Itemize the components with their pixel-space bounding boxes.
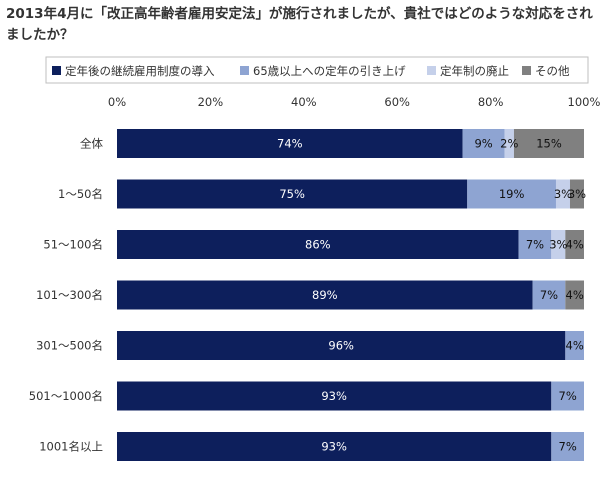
legend-items: 定年後の継続雇用制度の導入 65歳以上への定年の引き上げ 定年制の廃止 その他 — [52, 64, 570, 78]
value-label: 19% — [499, 187, 525, 201]
bars — [117, 129, 584, 461]
value-label: 15% — [536, 137, 562, 151]
value-label: 3% — [554, 187, 572, 201]
value-label: 4% — [566, 288, 584, 302]
x-tick-label: 100% — [568, 95, 601, 109]
x-axis-ticks: 0% 20% 40% 60% 80% 100% — [108, 95, 601, 109]
value-label: 89% — [312, 288, 338, 302]
legend — [45, 56, 589, 84]
value-label: 7% — [526, 238, 544, 252]
value-label: 86% — [305, 238, 331, 252]
legend-label-3: その他 — [535, 64, 570, 78]
x-tick-label: 40% — [291, 95, 317, 109]
value-label: 7% — [559, 440, 577, 454]
legend-swatch-2 — [427, 66, 436, 75]
bar-segment — [555, 179, 570, 209]
bar-segment — [551, 230, 566, 259]
category-labels: 全体 1～50名 51～100名 101～300名 301～500名 501～1000名 1… — [29, 137, 104, 454]
value-label: 74% — [277, 137, 303, 151]
bar-segment — [565, 331, 584, 360]
value-label: 75% — [279, 187, 305, 201]
bar-segment — [569, 179, 584, 209]
value-label: 4% — [566, 238, 584, 252]
x-tick-label: 80% — [478, 95, 504, 109]
value-label: 96% — [328, 339, 354, 353]
legend-swatch-1 — [240, 66, 249, 75]
category-label: 1～50名 — [58, 187, 103, 201]
value-label: 3% — [549, 238, 567, 252]
bar-segment — [117, 280, 533, 310]
x-tick-label: 0% — [108, 95, 126, 109]
legend-swatch-3 — [522, 66, 531, 75]
category-label: 51～100名 — [43, 238, 103, 252]
x-tick-label: 60% — [384, 95, 410, 109]
category-label: 1001名以上 — [39, 440, 103, 454]
legend-label-0: 定年後の継続雇用制度の導入 — [65, 64, 215, 78]
category-label: 501～1000名 — [29, 389, 103, 403]
value-label: 3% — [568, 187, 586, 201]
value-label: 4% — [566, 339, 584, 353]
legend-swatch-0 — [52, 66, 61, 75]
bar-segment — [532, 280, 566, 310]
bar-segment — [504, 129, 514, 158]
category-label: 全体 — [80, 137, 103, 151]
value-labels: 74% 9% 2% 15%75% 19% 3%3%86% 7% 3%4%89% 7% 4%96% 4… — [277, 137, 586, 454]
bar-segment — [117, 230, 519, 259]
category-label: 301～500名 — [36, 339, 103, 353]
category-label: 101～300名 — [36, 288, 103, 302]
value-label: 93% — [321, 389, 347, 403]
bar-segment — [462, 129, 505, 158]
bar-segment — [565, 230, 584, 259]
value-label: 7% — [559, 389, 577, 403]
bar-segment — [518, 230, 552, 259]
bar-segment — [513, 129, 584, 158]
bar-segment — [117, 432, 552, 461]
bar-segment — [117, 129, 463, 158]
value-label: 9% — [474, 137, 492, 151]
legend-label-1: 65歳以上への定年の引き上げ — [253, 64, 406, 78]
legend-label-2: 定年制の廃止 — [440, 64, 509, 78]
bar-segment — [551, 381, 584, 411]
bar-segment — [117, 331, 566, 360]
bar-segment — [551, 432, 584, 461]
bar-segment — [117, 381, 552, 411]
value-label: 2% — [500, 137, 518, 151]
bar-segment — [117, 179, 468, 209]
bar-segment — [565, 280, 584, 310]
bar-segment — [467, 179, 556, 209]
value-label: 7% — [540, 288, 558, 302]
chart-title: 2013年4月に「改正高年齢者雇用安定法」が施行されましたが、貴社ではどのような… — [6, 6, 593, 43]
x-tick-label: 20% — [198, 95, 224, 109]
value-label: 93% — [321, 440, 347, 454]
